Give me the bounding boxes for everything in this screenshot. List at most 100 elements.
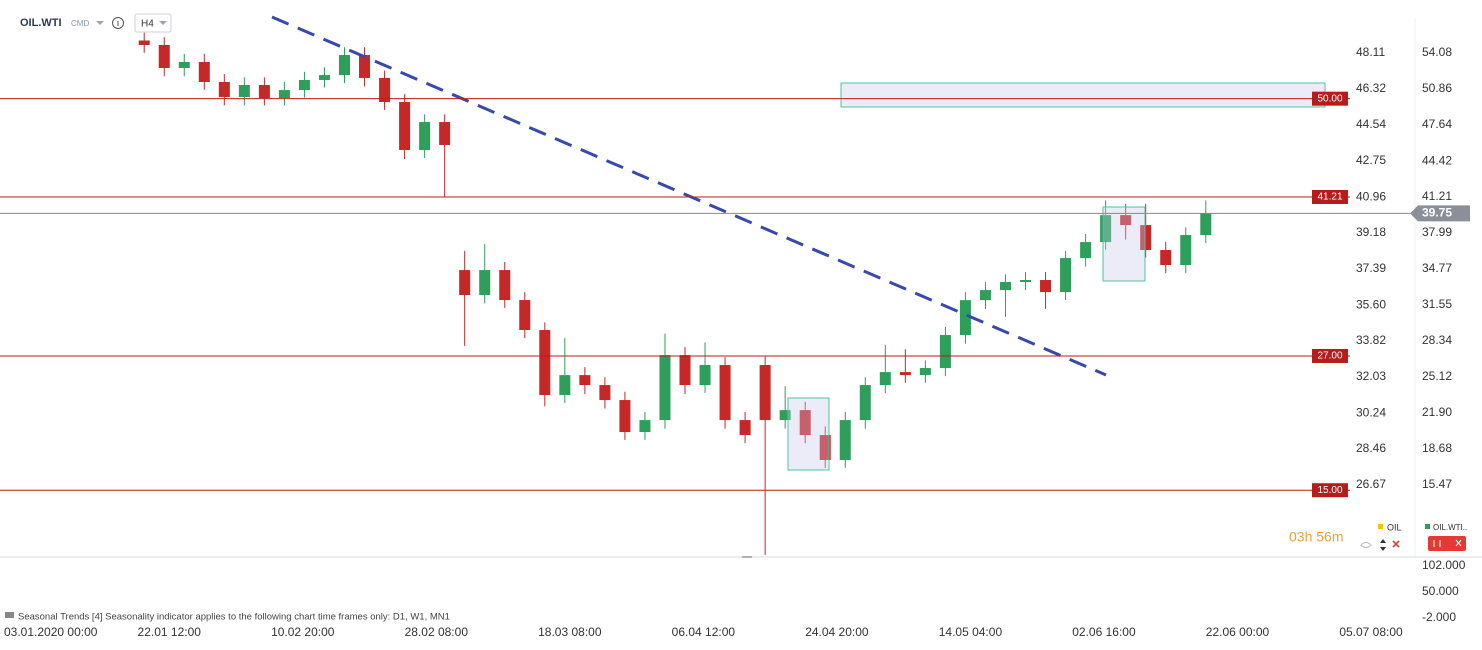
y-tick-label: 18.68 (1422, 441, 1452, 455)
x-tick-label: 14.05 04:00 (939, 625, 1003, 639)
current-price-tag (1410, 205, 1470, 222)
y2-tick-label: 40.96 (1356, 189, 1386, 203)
candle-body (739, 420, 751, 436)
candle-body (899, 372, 911, 376)
y2-tick-label: 33.82 (1356, 333, 1386, 347)
level-label: 50.00 (1317, 93, 1342, 104)
candle-body (1020, 280, 1032, 283)
close-icon[interactable] (1392, 540, 1400, 548)
eye-icon[interactable] (1360, 542, 1372, 548)
candle-body (919, 368, 931, 376)
legend-swatch (1425, 524, 1430, 529)
y2-tick-label: 42.75 (1356, 153, 1386, 167)
y-tick-label: 15.47 (1422, 477, 1452, 491)
trend-line[interactable] (271, 15, 1107, 377)
level-label: 27.00 (1317, 351, 1342, 362)
candle-body (859, 385, 871, 421)
y-tick-label: 37.99 (1422, 225, 1452, 239)
y2-tick-label: 30.24 (1356, 405, 1386, 419)
candle-body (158, 44, 170, 69)
candle-body (719, 365, 731, 421)
y2-tick-label: 37.39 (1356, 261, 1386, 275)
y-tick-label: 54.08 (1422, 45, 1452, 59)
candle-body (359, 55, 371, 78)
timeframe-box[interactable] (134, 13, 172, 33)
candle-body (338, 55, 351, 76)
badge-icons (1433, 539, 1462, 547)
legend-item[interactable]: OIL.WTI.. (1433, 523, 1467, 532)
y-tick-label: 41.21 (1422, 189, 1452, 203)
candle-body (979, 290, 991, 301)
indicator-note: Seasonal Trends [4] Seasonality indicato… (18, 612, 450, 623)
candle-body (138, 40, 150, 45)
candle-body (178, 61, 190, 69)
level-label-box (1312, 483, 1348, 498)
candle-body (1160, 250, 1172, 266)
candle-body (959, 300, 971, 336)
x-tick-label: 24.04 20:00 (805, 625, 869, 639)
y2-tick-label: 35.60 (1356, 297, 1386, 311)
indicator-tick-label: -2.000 (1422, 610, 1456, 624)
x-tick-label: 18.03 08:00 (538, 625, 602, 639)
candle-body (599, 385, 611, 401)
candle-body (459, 270, 471, 296)
candle-body (779, 410, 791, 421)
candle-body (679, 355, 691, 386)
candle-body (479, 270, 491, 296)
symbol[interactable]: OIL.WTI (20, 17, 62, 29)
y-tick-label: 25.12 (1422, 369, 1452, 383)
candle-body (839, 420, 851, 461)
legend-item[interactable]: OIL (1387, 522, 1402, 532)
candle-body (659, 355, 671, 421)
candle-body (318, 75, 330, 80)
zone-box[interactable] (840, 82, 1326, 108)
y-tick-label: 21.90 (1422, 405, 1452, 419)
indicator-tick-label: 50.000 (1422, 584, 1459, 598)
candle-body (519, 300, 531, 331)
indicator-badge[interactable] (1428, 536, 1466, 551)
y2-tick-label: 44.54 (1356, 117, 1386, 131)
candle-body (1060, 258, 1072, 293)
candle-body (439, 122, 451, 145)
y-tick-label: 50.86 (1422, 81, 1452, 95)
candle-body (639, 420, 651, 433)
move-icon[interactable] (1380, 539, 1386, 551)
candle-body (218, 82, 230, 97)
candle-timer: 03h 56m (1289, 529, 1343, 545)
candle-body (819, 435, 831, 461)
candle-body (1180, 235, 1192, 266)
candle-body (238, 85, 250, 97)
y2-tick-label: 48.11 (1356, 45, 1385, 59)
candle-body (699, 365, 711, 386)
timeframe[interactable]: H4 (141, 19, 154, 30)
candle-body (1140, 225, 1152, 251)
candles (138, 32, 1212, 556)
indicator-icon[interactable] (5, 612, 14, 618)
dropdown-caret[interactable] (96, 21, 104, 25)
candle-body (999, 282, 1011, 291)
candle-body (559, 375, 571, 396)
indicator-tick-label: 102.000 (1422, 558, 1466, 572)
candle-body (1100, 215, 1112, 243)
y2-tick-label: 46.32 (1356, 81, 1386, 95)
candle-body (278, 90, 290, 98)
candle-body (419, 122, 431, 151)
candle-body (499, 270, 511, 301)
timeframe-caret (159, 21, 167, 25)
candle-body (258, 85, 270, 98)
candle-body (1040, 280, 1052, 293)
level-label: 41.21 (1317, 192, 1342, 203)
zone-box[interactable] (787, 397, 830, 471)
x-tick-label: 03.01.2020 00:00 (4, 625, 98, 639)
x-tick-label: 05.07 08:00 (1339, 625, 1403, 639)
candle-body (298, 79, 310, 91)
candle-body (539, 330, 551, 396)
y-tick-label: 34.77 (1422, 261, 1452, 275)
x-tick-label: 06.04 12:00 (672, 625, 736, 639)
info-icon[interactable] (112, 17, 124, 29)
candle-body (198, 61, 210, 83)
candle-body (879, 372, 891, 386)
zone-box[interactable] (1102, 206, 1146, 282)
level-label-box (1312, 348, 1348, 363)
